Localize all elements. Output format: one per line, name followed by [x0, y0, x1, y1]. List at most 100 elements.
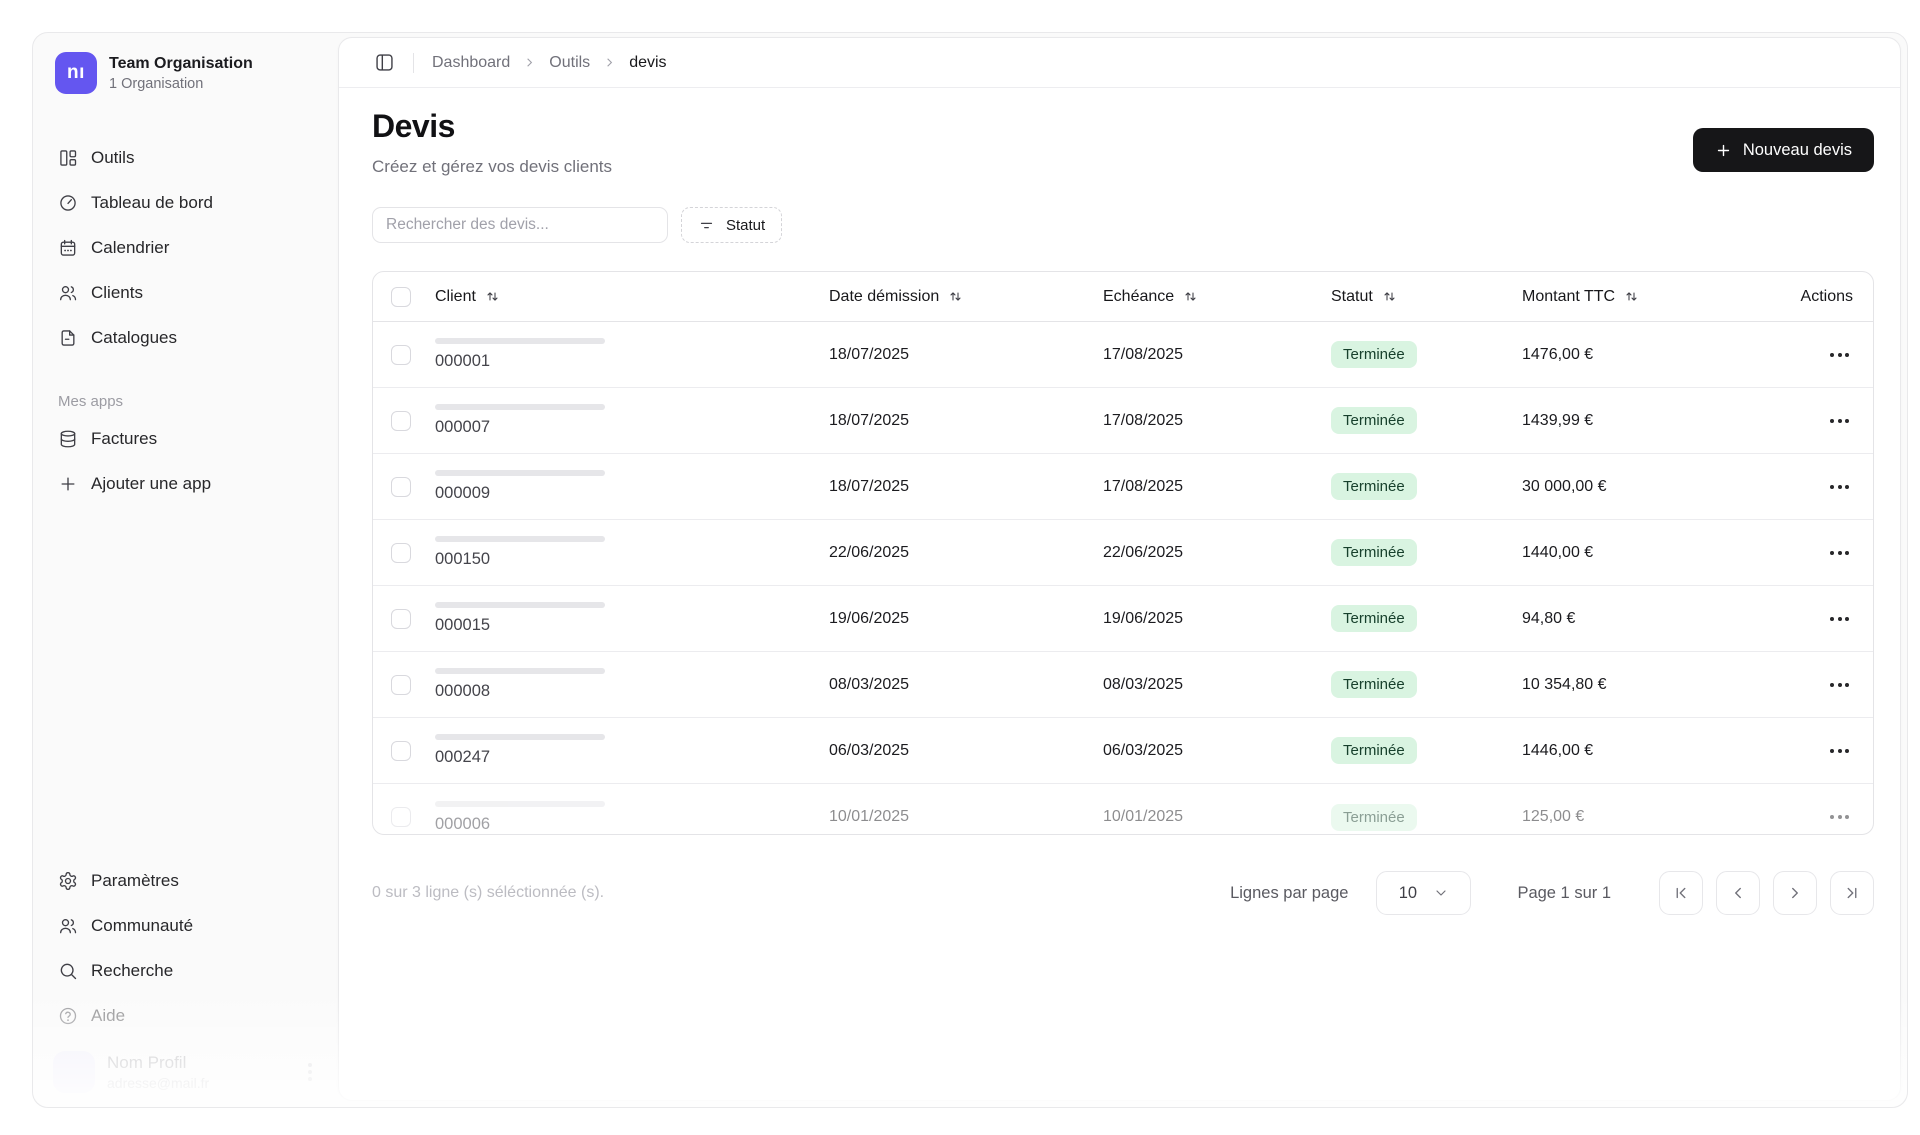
row-actions-icon[interactable]	[1826, 345, 1853, 365]
echeance: 17/08/2025	[1103, 477, 1184, 495]
echeance: 08/03/2025	[1103, 675, 1184, 693]
sort-icon[interactable]	[485, 289, 500, 304]
sidebar-item-label: Factures	[91, 429, 158, 448]
row-actions-icon[interactable]	[1826, 411, 1853, 431]
table-row[interactable]: 000247 06/03/2025 06/03/2025 Terminée 14…	[373, 718, 1873, 784]
status-badge: Terminée	[1331, 407, 1417, 434]
sidebar-item-recherche[interactable]: Recherche	[49, 952, 322, 990]
sidebar-item-calendrier[interactable]: Calendrier	[49, 229, 322, 267]
row-checkbox[interactable]	[391, 410, 411, 431]
sidebar-item-communaute[interactable]: Communauté	[49, 907, 322, 945]
status-badge: Terminée	[1331, 671, 1417, 698]
sidebar-item-parametres[interactable]: Paramètres	[49, 862, 322, 900]
sidebar-item-factures[interactable]: Factures	[49, 420, 322, 458]
profile-menu-icon[interactable]	[302, 1057, 318, 1087]
topbar: Dashboard Outils devis	[339, 38, 1900, 88]
breadcrumb: Dashboard Outils devis	[432, 54, 667, 72]
montant-ttc: 1440,00 €	[1522, 543, 1594, 561]
sidebar-item-add-app[interactable]: Ajouter une app	[49, 465, 322, 503]
row-checkbox[interactable]	[391, 674, 411, 695]
sidebar-item-label: Calendrier	[91, 238, 170, 257]
rows-per-page-select[interactable]: 10	[1376, 871, 1472, 915]
profile-email: adresse@mail.fr	[107, 1075, 210, 1091]
row-actions-icon[interactable]	[1826, 477, 1853, 497]
client-skeleton	[435, 734, 605, 740]
sort-icon[interactable]	[1382, 289, 1397, 304]
page-indicator: Page 1 sur 1	[1517, 883, 1611, 902]
sidebar-item-label: Communauté	[91, 916, 194, 935]
table-row[interactable]: 000015 19/06/2025 19/06/2025 Terminée 94…	[373, 586, 1873, 652]
org-switcher[interactable]: nı Team Organisation 1 Organisation	[55, 51, 338, 95]
first-page-button[interactable]	[1659, 871, 1703, 915]
search-icon	[60, 963, 77, 980]
next-page-button[interactable]	[1773, 871, 1817, 915]
row-checkbox[interactable]	[391, 807, 411, 827]
sidebar-toggle-icon[interactable]	[369, 48, 399, 78]
users-icon	[60, 919, 77, 934]
rows-per-page-label: Lignes par page	[1230, 883, 1349, 902]
sidebar-item-aide[interactable]: Aide	[49, 997, 322, 1035]
table-row[interactable]: 000009 18/07/2025 17/08/2025 Terminée 30…	[373, 454, 1873, 520]
row-actions-icon[interactable]	[1826, 807, 1853, 827]
chevron-left-icon	[1735, 887, 1741, 899]
table-row[interactable]: 000006 10/01/2025 10/01/2025 Terminée 12…	[373, 784, 1873, 834]
users-icon	[60, 286, 77, 301]
sort-icon[interactable]	[1183, 289, 1198, 304]
sidebar-item-catalogues[interactable]: Catalogues	[49, 319, 322, 357]
table-row[interactable]: 000008 08/03/2025 08/03/2025 Terminée 10…	[373, 652, 1873, 718]
org-name: Team Organisation	[109, 54, 253, 72]
gear-icon	[59, 872, 77, 890]
sort-icon[interactable]	[948, 289, 963, 304]
client-skeleton	[435, 668, 605, 674]
table-row[interactable]: 000001 18/07/2025 17/08/2025 Terminée 14…	[373, 322, 1873, 388]
row-checkbox[interactable]	[391, 608, 411, 629]
echeance: 17/08/2025	[1103, 411, 1184, 429]
page-subtitle: Créez et gérez vos devis clients	[372, 157, 612, 176]
chevron-last-icon	[1847, 887, 1857, 899]
row-checkbox[interactable]	[391, 740, 411, 761]
row-actions-icon[interactable]	[1826, 741, 1853, 761]
select-all-checkbox[interactable]	[391, 286, 411, 307]
sidebar-item-outils[interactable]: Outils	[49, 139, 322, 177]
row-actions-icon[interactable]	[1826, 675, 1853, 695]
table-row[interactable]: 000007 18/07/2025 17/08/2025 Terminée 14…	[373, 388, 1873, 454]
breadcrumb-outils[interactable]: Outils	[549, 53, 591, 71]
sidebar-item-label: Outils	[91, 148, 135, 167]
montant-ttc: 94,80 €	[1522, 609, 1576, 627]
chevron-right-icon	[522, 55, 537, 70]
table-row[interactable]: 000150 22/06/2025 22/06/2025 Terminée 14…	[373, 520, 1873, 586]
date-emission: 06/03/2025	[829, 741, 910, 759]
echeance: 17/08/2025	[1103, 345, 1184, 363]
date-emission: 10/01/2025	[829, 808, 910, 825]
search-input[interactable]	[372, 207, 668, 243]
sort-icon[interactable]	[1624, 289, 1639, 304]
table-header-row: Client Date démission Echéance Statut Mo…	[373, 272, 1873, 322]
app-window: nı Team Organisation 1 Organisation Outi…	[32, 32, 1908, 1108]
date-emission: 19/06/2025	[829, 609, 910, 627]
sidebar-item-tableau-de-bord[interactable]: Tableau de bord	[49, 184, 322, 222]
previous-page-button[interactable]	[1716, 871, 1760, 915]
client-skeleton	[435, 338, 605, 344]
status-badge: Terminée	[1331, 803, 1417, 831]
row-checkbox[interactable]	[391, 476, 411, 497]
help-icon	[59, 1007, 77, 1025]
montant-ttc: 10 354,80 €	[1522, 675, 1607, 693]
row-actions-icon[interactable]	[1826, 609, 1853, 629]
montant-ttc: 1446,00 €	[1522, 741, 1594, 759]
last-page-button[interactable]	[1830, 871, 1874, 915]
page-title: Devis	[372, 108, 455, 144]
echeance: 22/06/2025	[1103, 543, 1184, 561]
sidebar-item-clients[interactable]: Clients	[49, 274, 322, 312]
row-actions-icon[interactable]	[1826, 543, 1853, 563]
profile-card[interactable]: Nom Profil adresse@mail.fr	[49, 1049, 322, 1095]
breadcrumb-dashboard[interactable]: Dashboard	[432, 53, 511, 71]
row-checkbox[interactable]	[391, 344, 411, 365]
date-emission: 08/03/2025	[829, 675, 910, 693]
date-emission: 18/07/2025	[829, 345, 910, 363]
new-devis-button[interactable]: Nouveau devis	[1692, 128, 1874, 172]
statut-filter-button[interactable]: Statut	[681, 207, 783, 243]
sidebar-item-label: Tableau de bord	[91, 193, 213, 212]
row-checkbox[interactable]	[391, 542, 411, 563]
sidebar-item-label: Aide	[91, 1006, 126, 1025]
client-number: 000008	[435, 682, 491, 700]
